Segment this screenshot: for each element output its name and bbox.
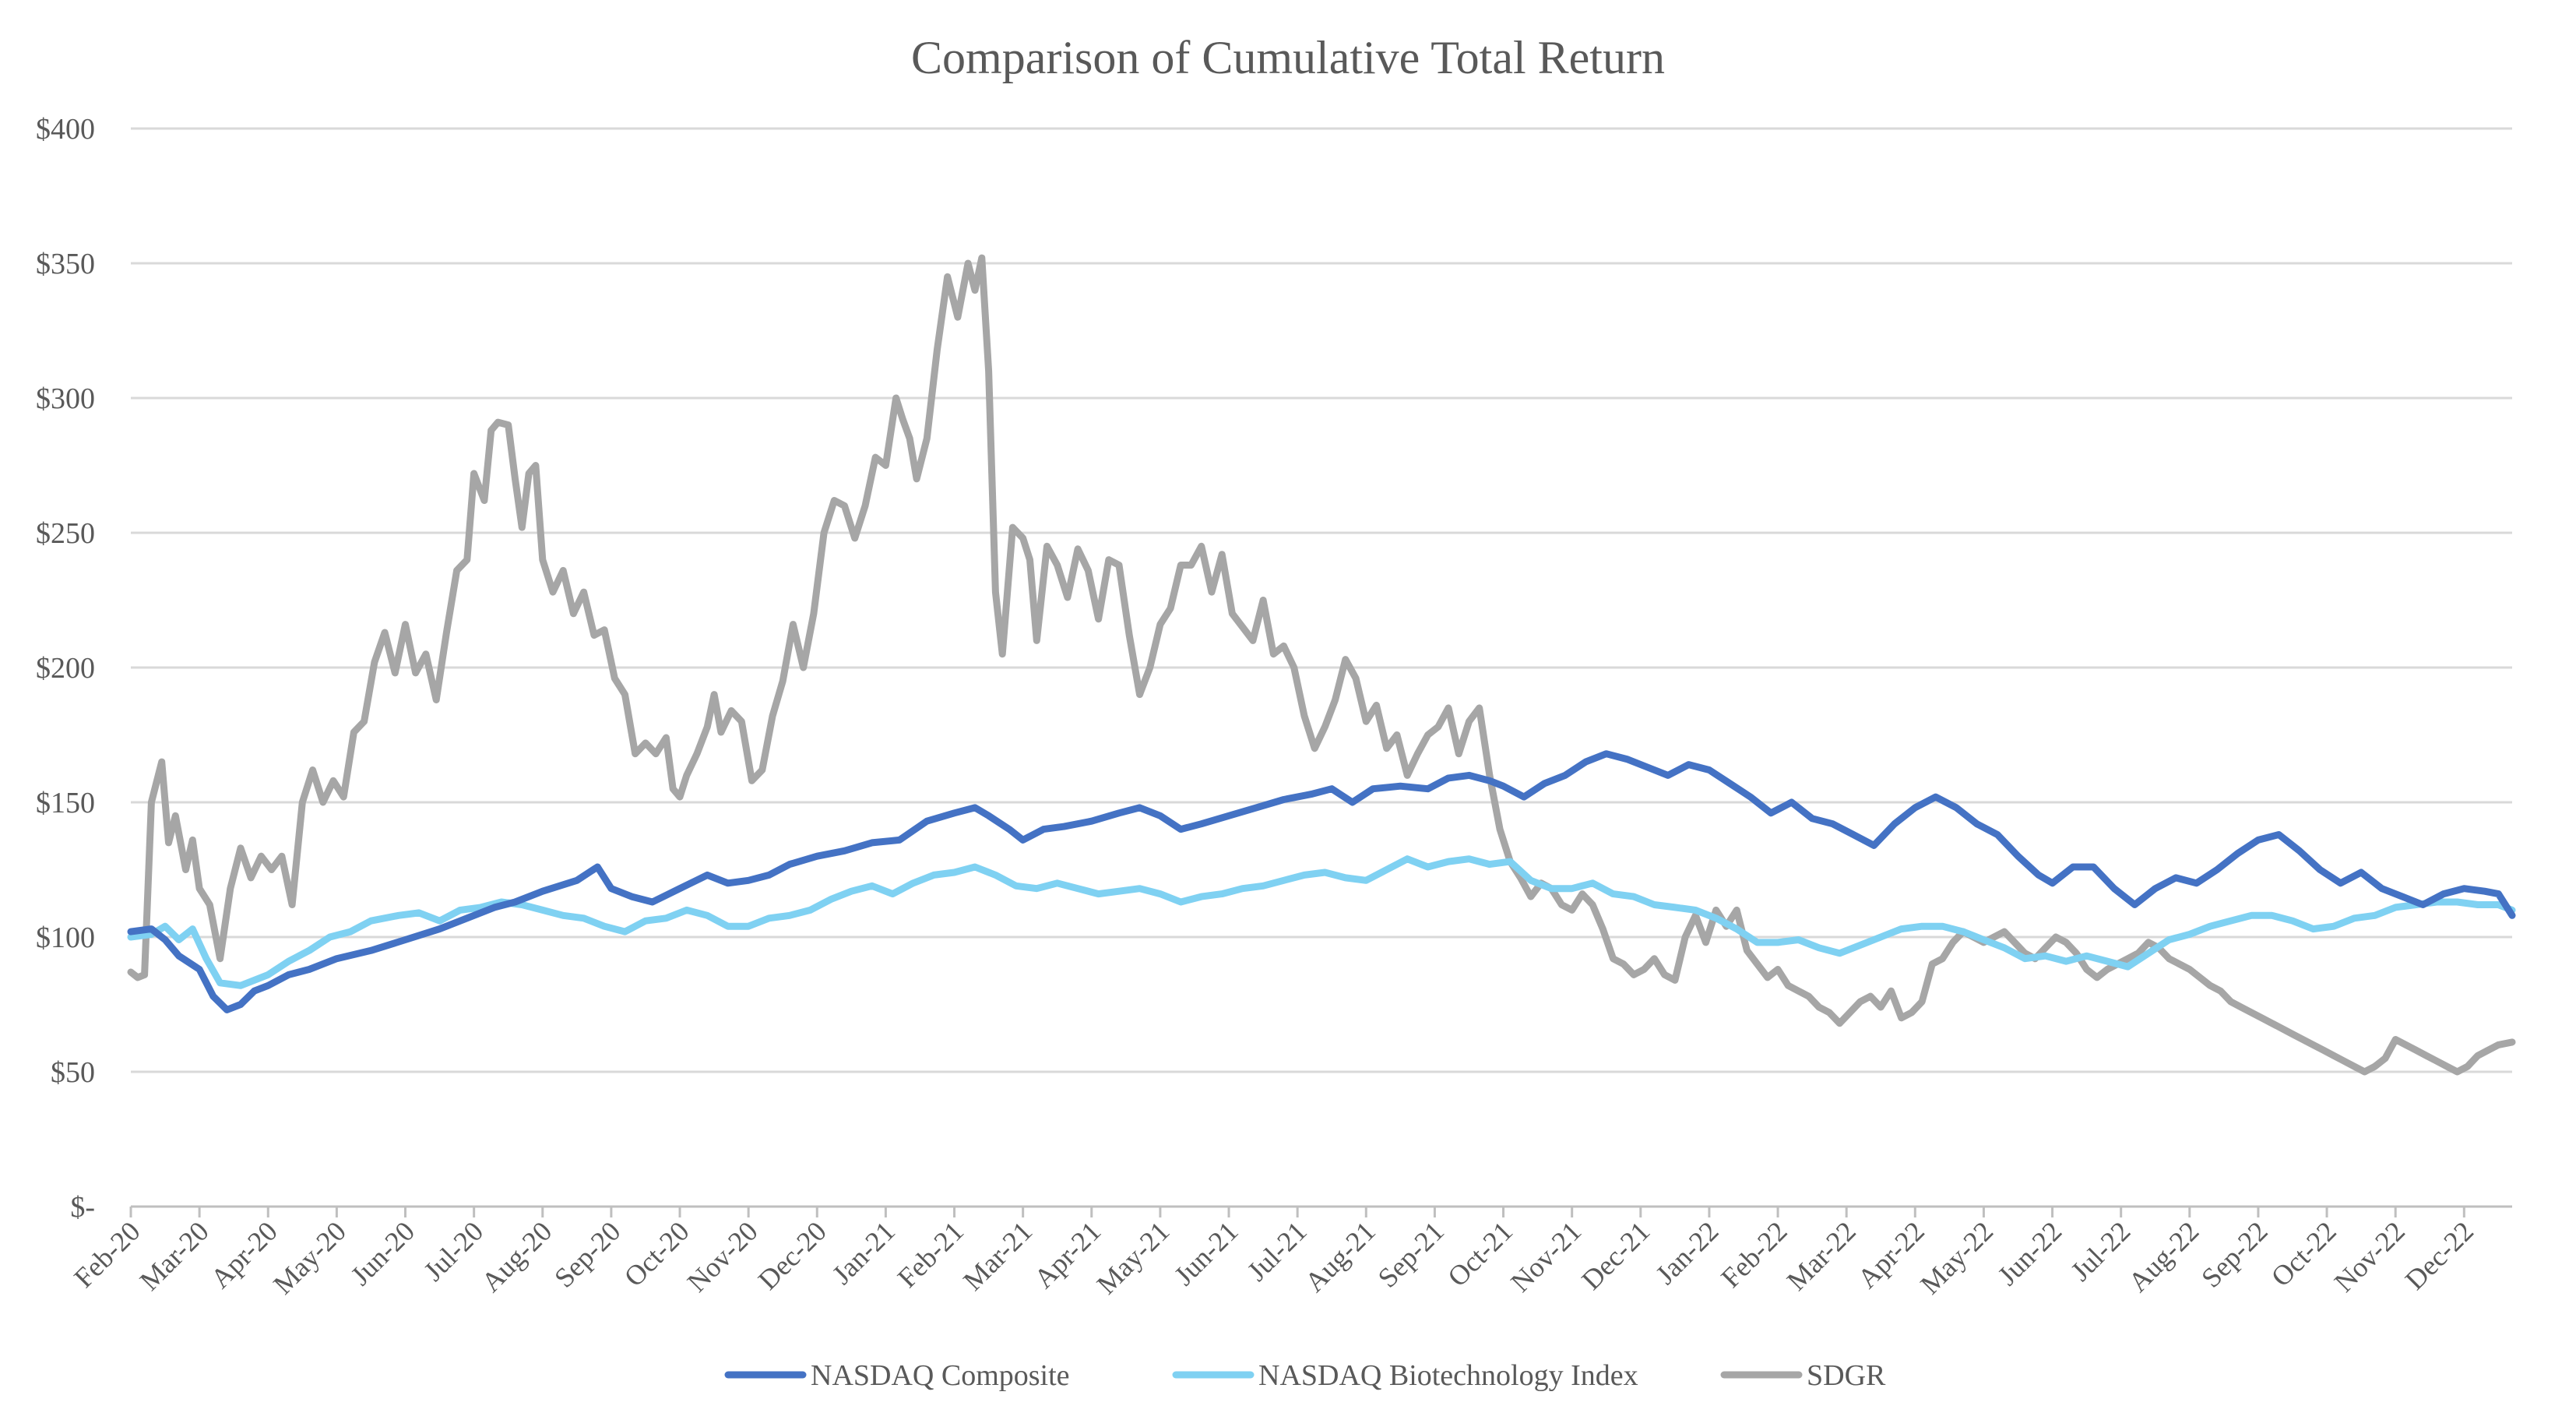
x-tick-label: May-21: [1091, 1215, 1176, 1300]
x-tick-label: Feb-21: [892, 1215, 970, 1293]
y-tick-label: $400: [36, 113, 95, 146]
y-tick-label: $-: [70, 1191, 95, 1224]
chart-title: Comparison of Cumulative Total Return: [911, 32, 1665, 83]
x-tick-label: Aug-21: [1299, 1215, 1381, 1298]
legend-label: NASDAQ Biotechnology Index: [1258, 1359, 1638, 1392]
y-axis-ticks: $- $50 $100 $150 $200 $250 $300 $350 $400: [36, 113, 95, 1224]
x-tick-label: Nov-22: [2328, 1215, 2411, 1298]
y-tick-label: $150: [36, 787, 95, 819]
x-tick-label: Jun-21: [1168, 1215, 1244, 1291]
x-tick-label: Mar-22: [1781, 1215, 1862, 1296]
x-tick-label: May-20: [267, 1215, 352, 1300]
legend: NASDAQ Composite NASDAQ Biotechnology Ind…: [724, 1359, 1886, 1392]
x-tick-label: Feb-20: [68, 1215, 146, 1293]
series-lines: [127, 254, 2516, 1076]
legend-label: SDGR: [1807, 1359, 1886, 1392]
y-tick-label: $350: [36, 248, 95, 280]
x-tick-label: Jan-21: [826, 1215, 901, 1290]
y-tick-label: $100: [36, 921, 95, 954]
x-axis-ticks: Feb-20Mar-20Apr-20May-20Jun-20Jul-20Aug-…: [68, 1207, 2479, 1300]
x-tick-label: Sep-20: [548, 1215, 626, 1293]
series-line-sdgr: [127, 254, 2516, 1076]
x-tick-label: Nov-20: [681, 1215, 764, 1298]
x-tick-label: Nov-21: [1504, 1215, 1587, 1298]
x-tick-label: Sep-21: [1372, 1215, 1450, 1293]
legend-label: NASDAQ Composite: [811, 1359, 1070, 1392]
x-tick-label: Dec-21: [1575, 1215, 1656, 1295]
x-tick-label: Jan-22: [1649, 1215, 1724, 1290]
y-tick-label: $200: [36, 652, 95, 685]
x-tick-label: Aug-20: [475, 1215, 558, 1298]
x-tick-label: Dec-22: [2399, 1215, 2479, 1295]
series-line-nasdaq-composite: [127, 750, 2516, 1013]
x-tick-label: Oct-22: [2265, 1215, 2342, 1292]
x-tick-label: Sep-22: [2195, 1215, 2273, 1293]
x-tick-label: May-22: [1914, 1215, 1999, 1300]
y-tick-label: $300: [36, 382, 95, 415]
x-tick-label: Oct-21: [1441, 1215, 1519, 1292]
x-tick-label: Aug-22: [2122, 1215, 2205, 1298]
x-tick-label: Feb-22: [1715, 1215, 1793, 1293]
x-tick-label: Mar-21: [957, 1215, 1038, 1296]
x-tick-label: Oct-20: [618, 1215, 695, 1292]
y-tick-label: $50: [51, 1056, 95, 1089]
x-tick-label: Dec-20: [752, 1215, 832, 1295]
x-tick-label: Jun-20: [345, 1215, 421, 1291]
x-tick-label: Jun-22: [1992, 1215, 2068, 1291]
gridlines: [131, 127, 2512, 1208]
series-line-nasdaq-biotechnology-index: [127, 855, 2516, 989]
x-tick-label: Mar-20: [134, 1215, 215, 1296]
y-tick-label: $250: [36, 517, 95, 550]
